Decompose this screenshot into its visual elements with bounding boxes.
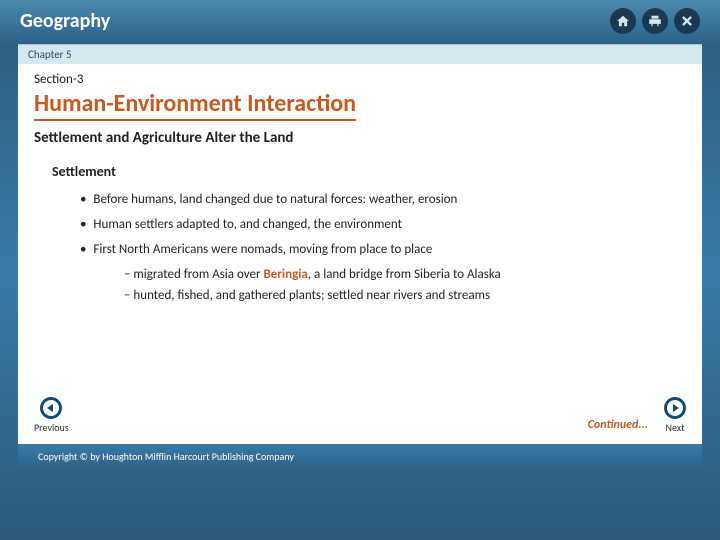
header-icons xyxy=(610,8,700,34)
close-icon[interactable] xyxy=(674,8,700,34)
page-title: Human-Environment Interaction xyxy=(34,89,356,121)
bullet-item: First North Americans were nomads, movin… xyxy=(92,242,686,257)
sub-item: hunted, fished, and gathered plants; set… xyxy=(124,288,686,303)
continued-label: Continued... xyxy=(588,418,648,432)
sub-text: hunted, fished, and gathered plants; set… xyxy=(133,288,490,303)
sub-item: migrated from Asia over Beringia, a land… xyxy=(124,267,686,282)
next-label: Next xyxy=(666,421,685,434)
subject-title: Geography xyxy=(20,9,110,33)
main-panel: Section-3 Human-Environment Interaction … xyxy=(18,64,702,444)
topic-heading: Settlement xyxy=(52,163,686,180)
bullet-item: Before humans, land changed due to natur… xyxy=(92,192,686,207)
next-button[interactable]: Next xyxy=(664,397,686,434)
arrow-right-icon xyxy=(664,397,686,419)
section-label: Section-3 xyxy=(34,72,686,87)
bullet-item: Human settlers adapted to, and changed, … xyxy=(92,217,686,232)
footer-copyright: Copyright © by Houghton Mifflin Harcourt… xyxy=(18,444,702,469)
home-icon[interactable] xyxy=(610,8,636,34)
arrow-left-icon xyxy=(40,397,62,419)
chapter-bar: Chapter 5 xyxy=(18,44,702,64)
nav-row: Previous Continued... Next xyxy=(34,397,686,434)
sub-text: , a land bridge from Siberia to Alaska xyxy=(308,267,501,282)
previous-label: Previous xyxy=(34,421,69,434)
subtitle: Settlement and Agriculture Alter the Lan… xyxy=(34,129,686,147)
keyword: Beringia xyxy=(263,267,307,282)
content-wrap: Chapter 5 Section-3 Human-Environment In… xyxy=(18,44,702,444)
header-bar: Geography xyxy=(0,0,720,44)
print-icon[interactable] xyxy=(642,8,668,34)
bullet-list: Before humans, land changed due to natur… xyxy=(92,192,686,257)
nav-right: Continued... Next xyxy=(588,397,686,434)
previous-button[interactable]: Previous xyxy=(34,397,69,434)
sub-text: migrated from Asia over xyxy=(133,267,263,282)
